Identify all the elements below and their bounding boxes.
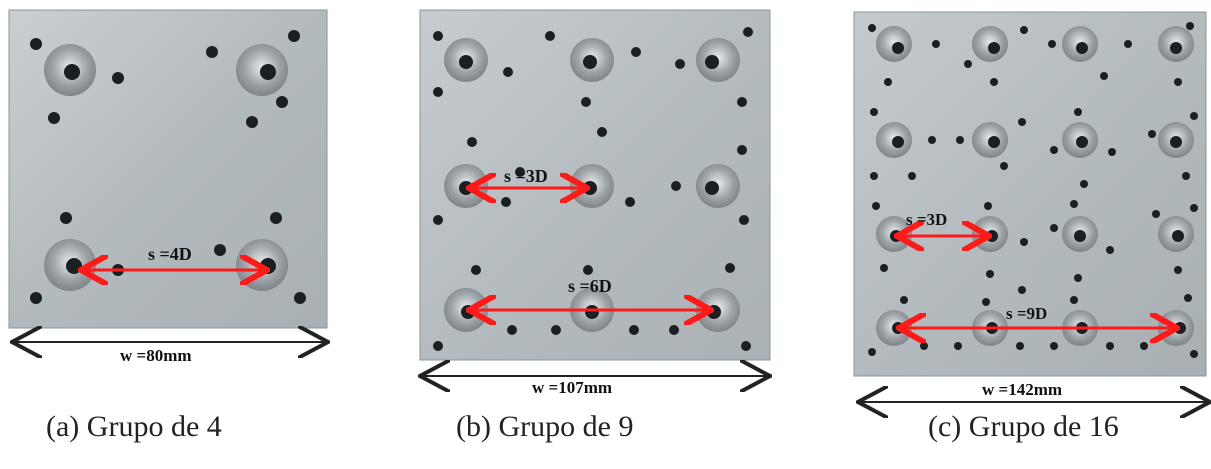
spacing-label-b-6d: s =6D <box>568 276 612 296</box>
plate-a-figure <box>8 9 340 400</box>
bolt-holes-b <box>433 27 753 351</box>
panel-a: s =4D w =80mm (a) Grupo de 4 <box>0 0 340 469</box>
caption-c: (c) Grupo de 16 <box>928 410 1119 443</box>
width-label-c: w =142mm <box>982 380 1063 399</box>
spacing-label-b-3d: s =3D <box>504 166 548 186</box>
width-label-b: w =107mm <box>532 378 613 397</box>
spacing-label-a: s =4D <box>148 244 192 264</box>
plate-c-figure <box>853 11 1211 420</box>
panel-b: s =3D s =6D w =107mm (b) Grupo de 9 <box>408 0 778 469</box>
plate-b-figure <box>408 9 778 410</box>
caption-b: (b) Grupo de 9 <box>456 410 634 443</box>
bolt-holes-c <box>868 22 1198 358</box>
panel-c: s =3D s =9D w =142mm (c) Grupo de 16 <box>848 0 1211 469</box>
spacing-label-c-3d: s =3D <box>906 210 948 229</box>
caption-a: (a) Grupo de 4 <box>46 410 222 443</box>
width-label-a: w =80mm <box>120 346 192 365</box>
spacing-label-c-9d: s =9D <box>1006 304 1048 323</box>
